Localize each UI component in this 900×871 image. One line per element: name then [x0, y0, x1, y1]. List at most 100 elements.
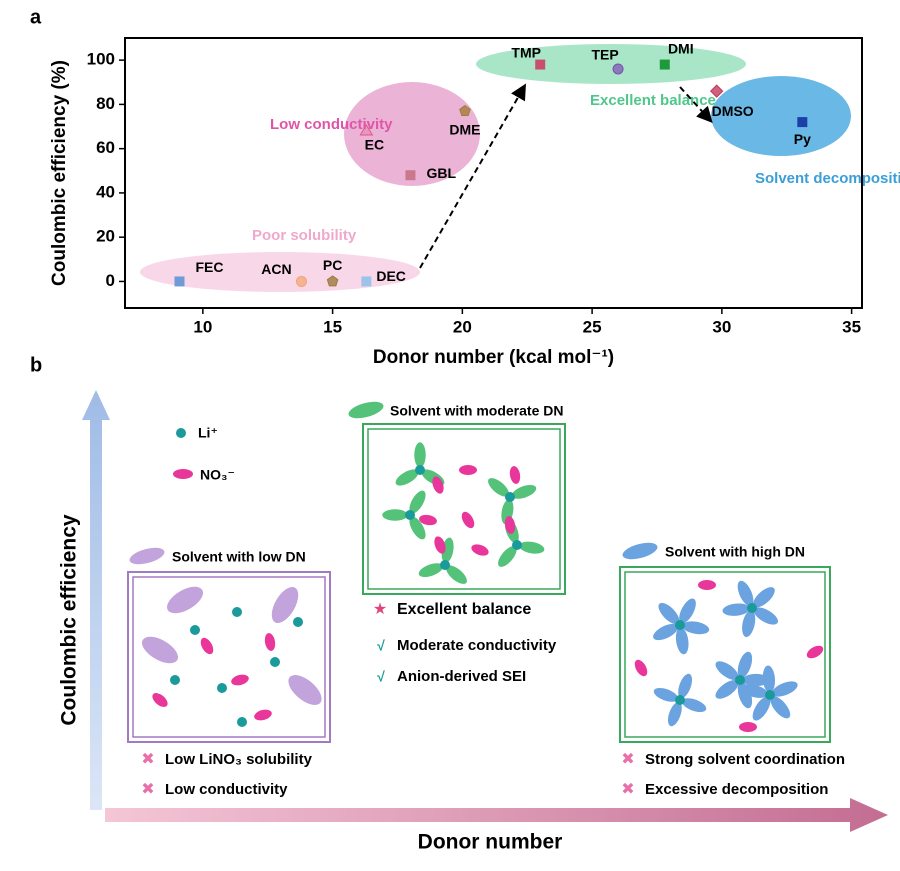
solvent	[409, 516, 426, 540]
x-tick-label: 25	[583, 317, 602, 336]
li-ion	[405, 510, 415, 520]
point	[359, 123, 374, 136]
anion	[739, 722, 757, 732]
solvent	[409, 490, 426, 514]
plot-frame	[124, 37, 863, 309]
legend-label: NO₃⁻	[200, 467, 235, 483]
point-label: TEP	[591, 47, 618, 63]
anion	[419, 514, 437, 526]
solvent	[141, 636, 179, 664]
region	[476, 44, 746, 84]
point-label: EC	[365, 137, 384, 153]
solvent	[271, 586, 299, 624]
li-ion	[512, 540, 522, 550]
li-ion	[765, 690, 775, 700]
region	[140, 252, 420, 292]
x-tick-label: 20	[453, 317, 472, 336]
x-arrow	[105, 798, 888, 832]
solvent	[511, 484, 537, 499]
li-ion	[190, 625, 200, 635]
note: Anion-derived SEI	[397, 668, 526, 685]
li-ion	[415, 465, 425, 475]
box-outer	[619, 566, 831, 743]
anion	[254, 709, 272, 721]
x-axis-label: Donor number	[418, 831, 563, 854]
y-tick-label: 0	[106, 271, 115, 290]
trend-arrow	[679, 86, 713, 123]
anion	[231, 674, 249, 686]
point-label: PC	[323, 257, 342, 273]
box-title: Solvent with low DN	[172, 549, 306, 565]
li-ion	[270, 657, 280, 667]
solvent	[679, 598, 696, 624]
solvent	[166, 586, 204, 614]
solvent	[772, 681, 798, 697]
region	[711, 76, 851, 156]
anion	[461, 511, 475, 529]
y-tick-label: 60	[96, 138, 115, 157]
note: Excessive decomposition	[645, 781, 828, 798]
solvent	[498, 546, 517, 567]
check-icon: √	[377, 638, 385, 654]
y-axis-label: Coulombic efficiency	[58, 514, 81, 726]
anion	[434, 536, 446, 554]
anion	[634, 659, 648, 677]
solvent	[737, 580, 754, 607]
note: Low conductivity	[165, 781, 288, 798]
point	[326, 275, 339, 287]
point-label: DEC	[376, 268, 406, 284]
solvent	[519, 541, 545, 554]
solvent	[741, 684, 768, 698]
li-ion	[735, 675, 745, 685]
li-ion	[232, 607, 242, 617]
solvent	[681, 698, 707, 713]
solvent	[667, 701, 682, 727]
y-tick-label: 100	[87, 50, 115, 69]
annotation: Low conductivity	[270, 116, 393, 133]
solvent	[715, 680, 739, 699]
x-tick-label: 30	[712, 317, 731, 336]
x-tick-label: 15	[323, 317, 342, 336]
point	[459, 104, 471, 116]
point-label: TMP	[511, 44, 541, 60]
no3-icon	[173, 469, 193, 479]
box-outer	[362, 423, 566, 595]
anion	[806, 645, 824, 659]
note: Excellent balance	[397, 601, 531, 618]
anion	[509, 466, 521, 484]
solvent	[658, 602, 680, 625]
cross-icon: ✖	[621, 781, 634, 798]
star-icon: ★	[373, 601, 387, 618]
cross-icon: ✖	[141, 781, 154, 798]
y-axis-label: Coulombic efficiency (%)	[49, 60, 70, 286]
point	[295, 275, 307, 287]
solvent	[653, 623, 679, 641]
box-outer	[127, 571, 331, 743]
solvent	[653, 687, 679, 702]
point	[797, 117, 808, 128]
solvent	[682, 621, 710, 635]
li-ion	[170, 675, 180, 685]
li-ion	[675, 695, 685, 705]
li-icon	[176, 428, 186, 438]
y-tick-label: 40	[96, 182, 115, 201]
point-label: DMSO	[712, 103, 754, 119]
petal-icon	[622, 542, 658, 560]
solvent	[418, 563, 444, 578]
anion	[471, 544, 489, 556]
point	[659, 59, 670, 70]
point	[405, 170, 416, 181]
cross-icon: ✖	[621, 751, 634, 768]
box-title: Solvent with high DN	[665, 544, 805, 560]
anion	[698, 580, 716, 590]
solvent	[715, 661, 739, 680]
point	[535, 59, 546, 70]
annotation: Poor solubility	[252, 227, 357, 244]
anion	[459, 465, 477, 475]
anion	[504, 516, 516, 534]
solvent	[382, 509, 408, 521]
solvent	[288, 675, 322, 705]
region	[344, 82, 480, 186]
